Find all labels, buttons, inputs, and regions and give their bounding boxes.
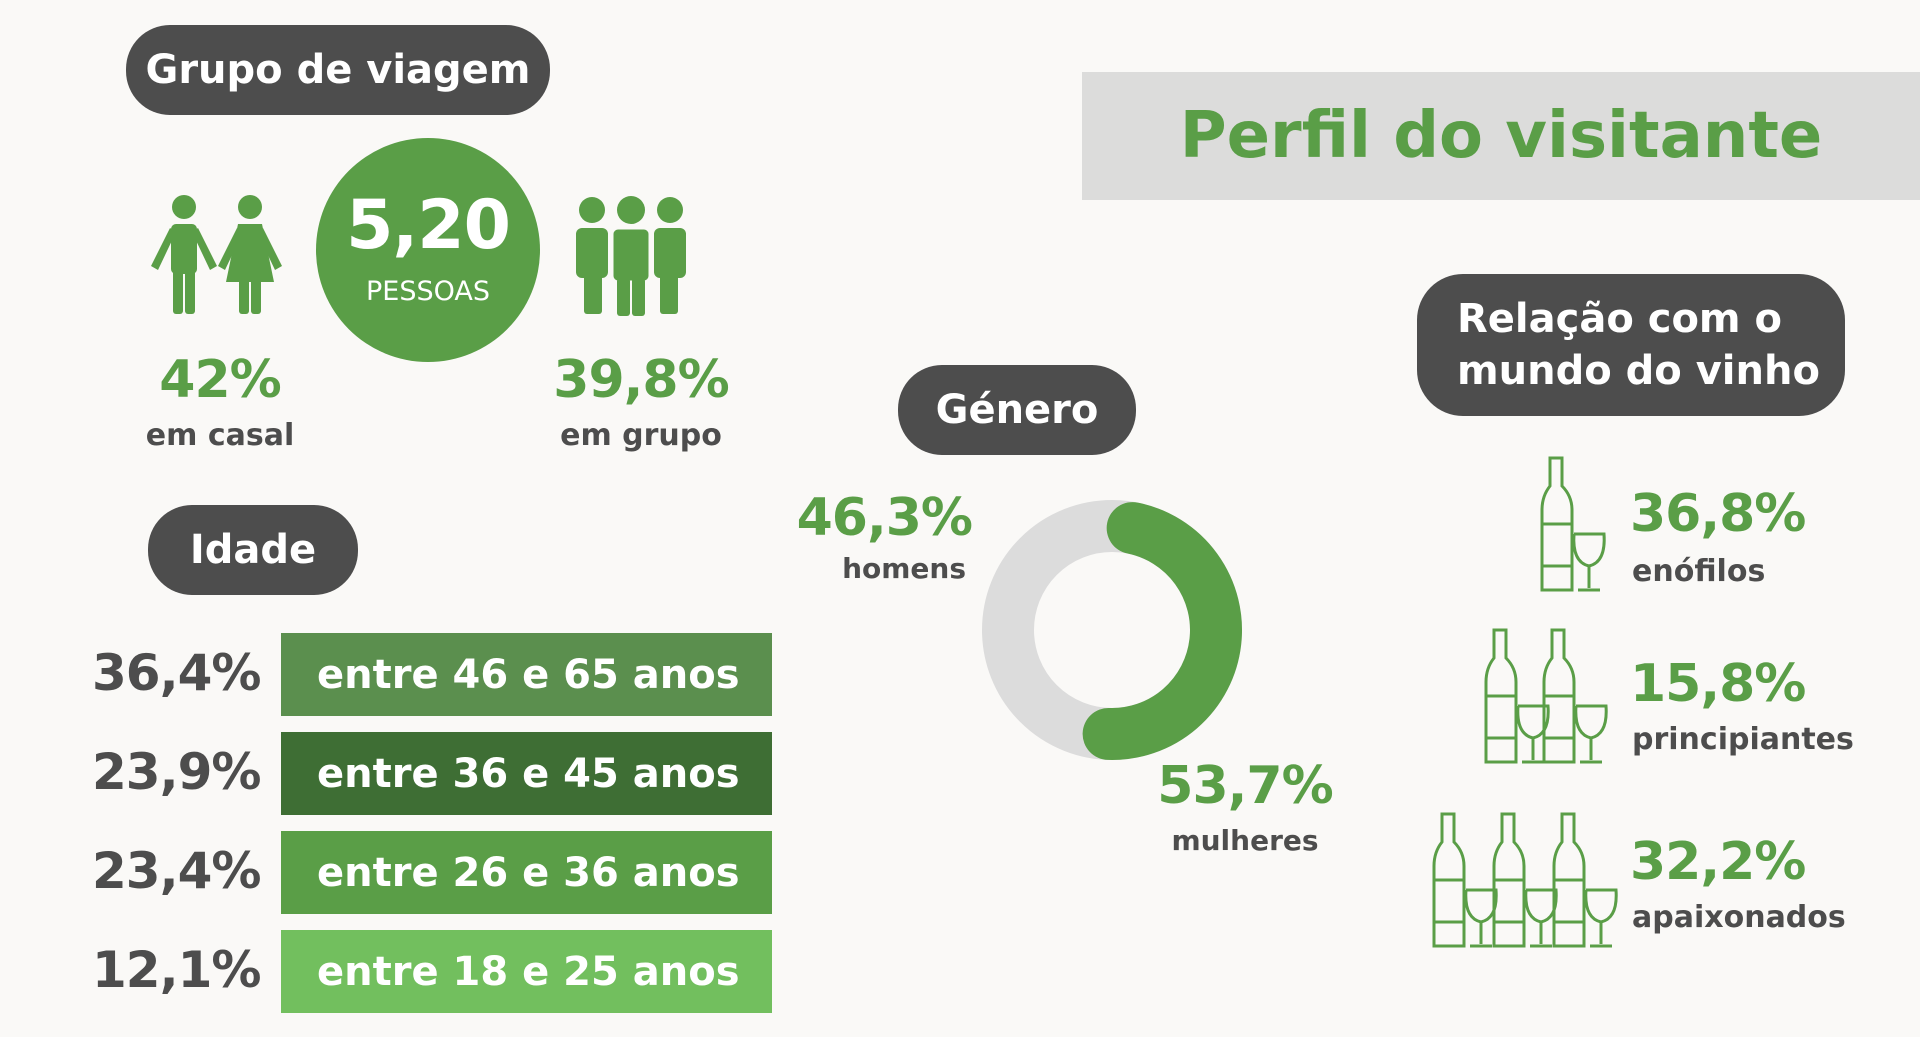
age-bar-36-45: entre 36 e 45 anos: [281, 732, 772, 815]
age-percent-3: 23,4%: [92, 842, 261, 900]
age-percent-1: 36,4%: [92, 644, 261, 702]
men-percent: 46,3%: [796, 488, 973, 548]
women-label: mulheres: [1171, 824, 1319, 857]
page-title: Perfil do visitante: [1179, 99, 1823, 173]
wine-bottle-glass-icon: [1540, 456, 1606, 592]
group-label: em grupo: [560, 418, 722, 453]
gender-donut-chart: [982, 500, 1242, 760]
age-bar-26-36: entre 26 e 36 anos: [281, 831, 772, 914]
couple-label: em casal: [145, 418, 295, 453]
travel-group-heading: Grupo de viagem: [126, 25, 550, 115]
two-wine-bottles-glasses-icon: [1484, 628, 1608, 764]
average-people-circle: [316, 138, 540, 362]
title-band: Perfil do visitante: [1082, 72, 1920, 200]
age-percent-2: 23,9%: [92, 743, 261, 801]
wine-relation-heading-line2: mundo do vinho: [1457, 348, 1820, 394]
group-percent: 39,8%: [553, 350, 729, 410]
enophiles-label: enófilos: [1632, 554, 1766, 589]
average-people-unit: PESSOAS: [365, 276, 490, 307]
age-heading: Idade: [148, 505, 358, 595]
average-people-value: 5,20: [346, 186, 511, 265]
beginners-percent: 15,8%: [1630, 654, 1806, 714]
couple-percent: 42%: [159, 350, 281, 410]
couple-icon: [151, 195, 282, 314]
age-bar-18-25: entre 18 e 25 anos: [281, 930, 772, 1013]
women-percent: 53,7%: [1157, 756, 1333, 816]
beginners-label: principiantes: [1632, 722, 1854, 757]
men-label: homens: [842, 552, 966, 585]
wine-relation-heading: Relação com o mundo do vinho: [1417, 274, 1845, 416]
gender-heading: Género: [898, 365, 1136, 455]
passionate-label: apaixonados: [1632, 900, 1846, 935]
passionate-percent: 32,2%: [1630, 832, 1806, 892]
wine-relation-heading-line1: Relação com o: [1457, 296, 1783, 342]
women-arc: [1082, 502, 1242, 760]
group-icon: [576, 196, 686, 316]
age-percent-4: 12,1%: [92, 941, 261, 999]
age-bar-46-65: entre 46 e 65 anos: [281, 633, 772, 716]
enophiles-percent: 36,8%: [1630, 484, 1806, 544]
three-wine-bottles-glasses-icon: [1432, 812, 1618, 948]
